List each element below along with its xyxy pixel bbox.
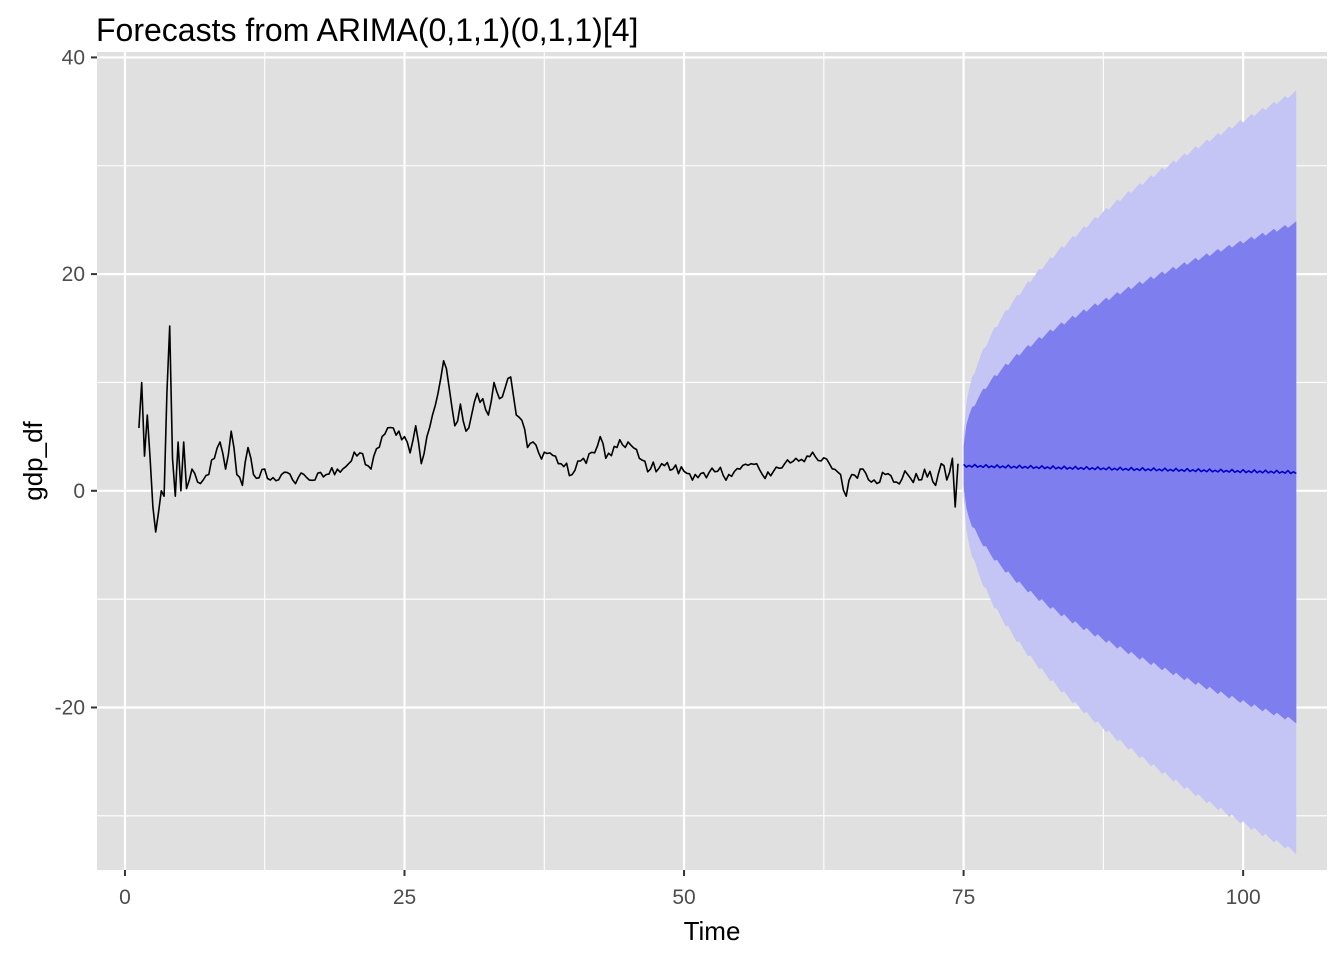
history-line — [138, 325, 959, 533]
x-axis-title: Time — [684, 916, 741, 946]
y-axis: -20 0 20 40 — [55, 46, 97, 719]
y-axis-title: gdp_df — [18, 420, 48, 500]
x-tick-label: 50 — [672, 886, 695, 909]
x-tick-label: 25 — [393, 886, 416, 909]
forecast-mean-line — [963, 463, 1297, 475]
prediction-intervals — [963, 90, 1297, 855]
y-tick-label: 0 — [73, 480, 85, 503]
chart-title: Forecasts from ARIMA(0,1,1)(0,1,1)[4] — [96, 12, 638, 48]
y-tick-label: 20 — [62, 263, 85, 286]
x-axis: 0 25 50 75 100 — [119, 870, 1261, 909]
y-tick-label: -20 — [55, 696, 85, 719]
data-series — [138, 325, 1297, 533]
x-tick-label: 75 — [952, 886, 975, 909]
band-80-interval — [963, 221, 1297, 724]
x-tick-label: 0 — [119, 886, 131, 909]
x-tick-label: 100 — [1226, 886, 1261, 909]
y-tick-label: 40 — [62, 46, 85, 69]
